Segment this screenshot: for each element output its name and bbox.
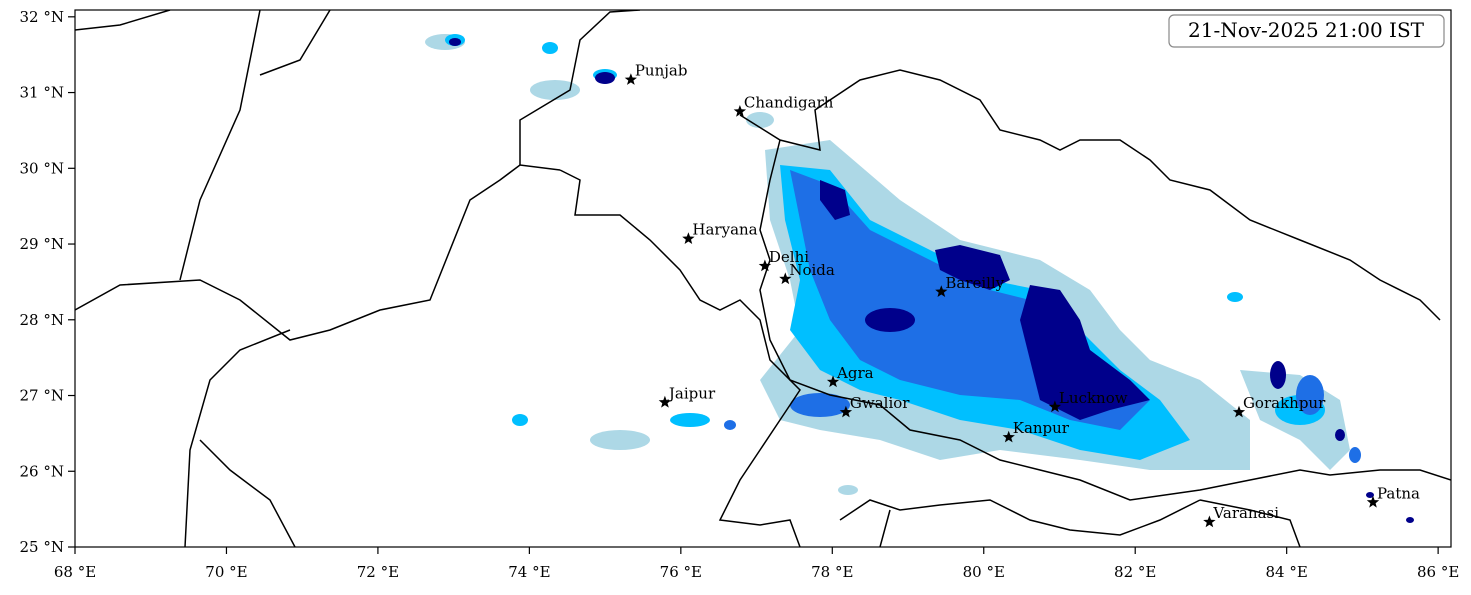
city-label: Patna	[1377, 484, 1420, 502]
map-layer	[75, 10, 1451, 547]
city-marker	[779, 272, 792, 285]
x-tick-label: 72 °E	[357, 563, 399, 581]
y-tick-label: 26 °N	[20, 462, 64, 480]
plot-frame	[74, 9, 1452, 548]
city-label: Gwalior	[850, 394, 910, 412]
city-marker	[1002, 430, 1015, 443]
city-label: Delhi	[769, 248, 809, 266]
city-label: Kanpur	[1013, 419, 1070, 437]
city-marker	[624, 73, 637, 85]
city-label: Varanasi	[1212, 504, 1279, 522]
city-label: Agra	[836, 364, 874, 382]
city-marker	[1203, 515, 1216, 528]
x-tick-label: 86 °E	[1417, 563, 1459, 581]
city-label: Jaipur	[667, 384, 716, 402]
x-tick-label: 74 °E	[508, 563, 550, 581]
rainfall-intense	[449, 38, 1414, 523]
y-tick-label: 29 °N	[20, 235, 64, 253]
city-marker	[1232, 405, 1246, 418]
city-marker	[733, 105, 747, 117]
x-tick-label: 80 °E	[963, 563, 1005, 581]
y-tick-label: 25 °N	[20, 538, 64, 556]
y-tick-label: 31 °N	[20, 84, 64, 102]
title-box	[1168, 14, 1445, 48]
city-label: Chandigarh	[744, 93, 834, 111]
city-marker	[839, 405, 853, 418]
city-label: Haryana	[692, 221, 757, 239]
x-tick-label: 84 °E	[1266, 563, 1308, 581]
x-tick-label: 78 °E	[811, 563, 853, 581]
borders	[75, 10, 1451, 547]
city-marker	[658, 395, 672, 408]
title: 21-Nov-2025 21:00 IST	[1188, 18, 1425, 42]
city-marker	[826, 375, 840, 388]
city-marker	[758, 259, 772, 272]
x-tick-label: 68 °E	[54, 563, 96, 581]
city-label: Punjab	[635, 62, 688, 80]
city-label: Gorakhpur	[1243, 394, 1326, 412]
y-tick-label: 30 °N	[20, 159, 64, 177]
city-marker	[682, 232, 695, 244]
x-tick-label: 82 °E	[1114, 563, 1156, 581]
y-tick-label: 32 °N	[20, 8, 64, 26]
city-marker	[1048, 400, 1062, 413]
city-marker	[1366, 495, 1380, 508]
y-tick-label: 27 °N	[20, 387, 64, 405]
city-marker	[935, 285, 948, 297]
city-label: Noida	[789, 261, 835, 279]
y-tick-label: 28 °N	[20, 311, 64, 329]
city-label: Lucknow	[1059, 389, 1128, 407]
x-tick-label: 76 °E	[660, 563, 702, 581]
x-tick-label: 70 °E	[205, 563, 247, 581]
city-label: Bareilly	[945, 274, 1004, 292]
